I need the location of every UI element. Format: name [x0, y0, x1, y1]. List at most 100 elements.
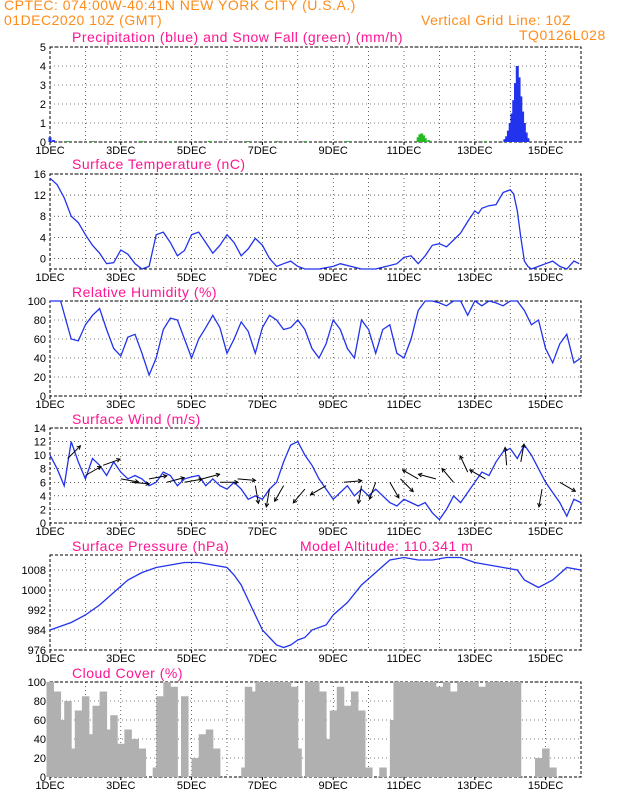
precip-bar — [423, 138, 427, 142]
cloud-bar — [262, 682, 270, 777]
wind-arrow-shaft — [131, 481, 150, 485]
temp-frame — [49, 173, 582, 270]
wind-arrow-head — [521, 443, 526, 449]
wind-arrow-head — [368, 495, 373, 501]
wind-arrow-shaft — [102, 458, 121, 466]
pressure-ytick-label: 1000 — [22, 585, 46, 597]
pressure-xtick-label: 13DEC — [457, 653, 493, 665]
precip-bar — [522, 123, 526, 142]
cloud-bar — [276, 682, 285, 777]
wind-ytick-label: 14 — [34, 423, 46, 435]
rh-xtick-label: 7DEC — [248, 399, 277, 411]
cloud-ytick-label: 80 — [34, 696, 46, 708]
wind-arrow-head — [145, 481, 151, 486]
pressure-xtick-label: 1DEC — [35, 653, 64, 665]
precip-bar — [140, 141, 144, 142]
cloud-bar — [92, 705, 101, 777]
rh-line — [50, 300, 582, 377]
wind-arrow-shaft — [149, 475, 167, 480]
cloud-bar — [156, 696, 164, 777]
cloud-bar — [442, 682, 451, 777]
cloud-bar — [170, 686, 178, 777]
precip-bar — [52, 140, 56, 142]
pressure-xtick-label: 9DEC — [319, 653, 348, 665]
wind-ytick-label: 4 — [40, 491, 46, 503]
wind-ytick-label: 8 — [40, 464, 46, 476]
cloud-bar — [485, 682, 493, 777]
cloud-bar — [499, 682, 508, 777]
precip-xtick-label: 5DEC — [177, 145, 206, 157]
cloud-title: Cloud Cover (%) — [72, 665, 183, 681]
wind-arrow-head — [571, 487, 577, 492]
precip-bar — [521, 111, 525, 142]
cloud-bar — [198, 734, 207, 777]
wind-arrow-shaft — [85, 466, 102, 476]
wind-arrow-head — [503, 446, 508, 452]
pressure-xtick-label: 5DEC — [177, 653, 206, 665]
pressure-line — [49, 556, 582, 649]
cloud-xtick-label: 13DEC — [457, 780, 493, 792]
temp-xtick-label: 1DEC — [35, 272, 64, 284]
temp-ytick-label: 12 — [34, 190, 46, 202]
wind-arrow — [417, 472, 436, 480]
cloud-bar — [212, 748, 221, 777]
wind-frame — [49, 427, 582, 524]
wind-arrow-shaft — [469, 469, 486, 480]
precip-ytick-label: 5 — [40, 42, 46, 54]
wind-arrow-head — [395, 493, 400, 499]
wind-arrow-shaft — [357, 485, 363, 504]
wind-arrow — [219, 479, 239, 485]
cloud-xtick-label: 5DEC — [177, 780, 206, 792]
pressure-xtick-label: 3DEC — [106, 653, 135, 665]
rh-ytick-label: 80 — [34, 315, 46, 327]
wind-arrow — [67, 445, 82, 459]
cloud-xtick-label: 3DEC — [106, 780, 135, 792]
wind-xtick-label: 13DEC — [457, 526, 493, 538]
temp-ytick-label: 16 — [34, 169, 46, 181]
wind-arrow — [468, 469, 486, 480]
wind-arrow-shaft — [559, 481, 576, 492]
precip-bar — [524, 132, 528, 142]
chart-header: CPTEC: 074:00W-40:41N NEW YORK CITY (U.S… — [0, 0, 618, 46]
precip-frame — [49, 46, 582, 143]
cloud-panel: 0 20 40 60 80 100 1DEC 3DEC 5DEC 7DEC 9DEC 11DEC 13D… — [28, 665, 582, 792]
wind-arrow — [202, 472, 221, 480]
wind-arrow — [503, 446, 508, 466]
cloud-bar — [131, 739, 139, 777]
wind-xtick-label: 5DEC — [177, 526, 206, 538]
temp-xtick-label: 7DEC — [248, 272, 277, 284]
precip-bar — [207, 141, 211, 142]
temp-title: Surface Temperature (nC) — [72, 156, 246, 172]
precip-bar — [303, 141, 307, 142]
cloud-bar — [290, 686, 299, 777]
wind-arrow-head — [409, 487, 414, 493]
cloud-bar — [64, 701, 72, 777]
wind-arrow-head — [401, 469, 407, 474]
temp-xtick-label: 3DEC — [106, 272, 135, 284]
cloud-ytick-label: 100 — [28, 677, 46, 689]
cloud-bar — [407, 682, 416, 777]
precip-xtick-label: 13DEC — [457, 145, 493, 157]
cloud-bar — [117, 743, 125, 777]
cloud-bar — [329, 710, 338, 777]
precip-xtick-label: 11DEC — [387, 145, 422, 157]
cloud-ytick-label: 40 — [34, 734, 46, 746]
cloud-bar — [322, 739, 331, 777]
cloud-bar — [365, 767, 373, 777]
cloud-bar — [255, 682, 263, 777]
cloud-ytick-label: 60 — [34, 715, 46, 727]
cloud-bar — [379, 767, 387, 777]
cloud-xtick-label: 9DEC — [319, 780, 348, 792]
pressure-frame — [49, 554, 582, 651]
wind-arrow — [368, 482, 377, 501]
temp-line — [49, 177, 580, 270]
wind-arrow-head — [441, 467, 446, 473]
pressure-panel: 976 984 992 1000 1008 1DEC 3DEC 5DEC 7DEC 9DEC 11D… — [22, 538, 582, 665]
cloud-bar — [450, 691, 458, 777]
cloud-bar — [457, 682, 465, 777]
precip-bar — [418, 134, 422, 142]
precip-bar — [420, 133, 424, 142]
wind-xtick-label: 7DEC — [248, 526, 277, 538]
wind-arrow — [237, 477, 257, 483]
